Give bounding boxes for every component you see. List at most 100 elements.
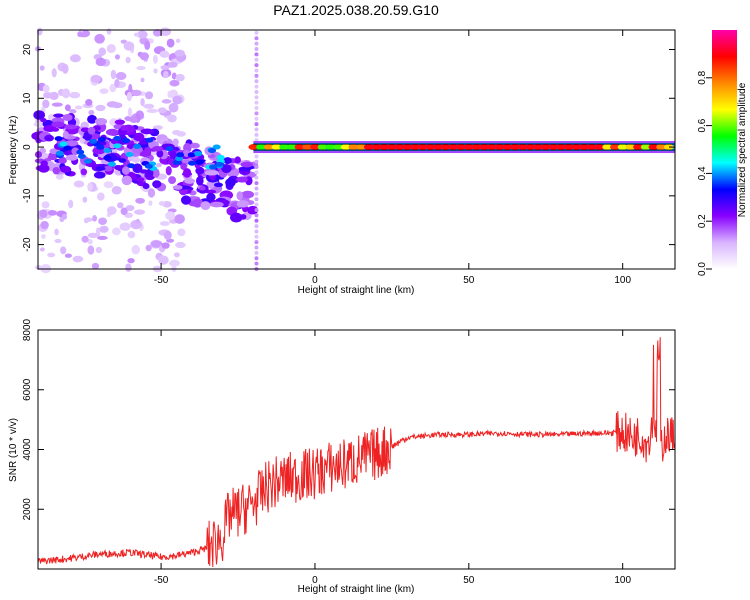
spectrogram-y-tick-label: 10 — [22, 92, 33, 104]
spectrogram-cell — [135, 218, 140, 224]
spectrogram-cell — [208, 164, 217, 170]
snr-x-tick-label: 100 — [614, 575, 631, 586]
spectrogram-cell — [97, 136, 106, 142]
spectrogram-cell — [72, 255, 84, 263]
spectrogram-cell — [122, 138, 131, 144]
colorbar: 0.0 0.2 0.4 0.6 0.8 Normalized spectral ampl… — [697, 30, 748, 276]
spectrogram-cell — [254, 30, 259, 35]
spectrogram-cell — [640, 144, 651, 151]
spectrogram-cell — [39, 247, 45, 252]
spectrogram-cell — [602, 144, 613, 151]
spectrogram-frame — [37, 29, 676, 270]
spectrogram-cell — [163, 70, 169, 79]
spectrogram-cell — [192, 198, 203, 208]
spectrogram-cell — [254, 250, 259, 255]
spectrogram-cell — [254, 68, 259, 73]
spectrogram-cell — [109, 83, 117, 93]
spectrogram-cell — [167, 61, 178, 68]
spectrogram-cell — [121, 166, 130, 175]
spectrogram-cell — [394, 144, 405, 151]
spectrogram-cell — [302, 144, 313, 151]
spectrogram-cell — [44, 134, 54, 142]
spectrogram-cell — [136, 30, 148, 39]
spectrogram-cell — [256, 144, 267, 151]
spectrogram-cell — [254, 191, 259, 196]
spectrogram-cell — [94, 118, 108, 126]
snr-y-tick-label: 4000 — [22, 438, 33, 461]
spectrogram-cell — [160, 65, 170, 70]
spectrogram-cell — [254, 41, 259, 46]
spectrogram-cell — [167, 114, 177, 123]
spectrogram-cell — [127, 163, 136, 169]
spectrogram-cell — [140, 128, 154, 135]
spectrogram-cell — [168, 176, 177, 185]
spectrogram-cell — [152, 29, 162, 37]
spectrogram-cell — [254, 197, 259, 202]
spectrogram-cell — [95, 166, 106, 171]
spectrogram-cell — [212, 144, 221, 150]
spectrogram-cell — [425, 144, 436, 151]
snr-y-tick-label: 2000 — [22, 498, 33, 521]
spectrogram-cell — [103, 147, 112, 153]
spectrogram-cell — [656, 144, 667, 151]
spectrogram-cell — [51, 127, 60, 132]
spectrogram-cell — [40, 220, 49, 230]
spectrogram-cell — [142, 182, 150, 190]
spectrogram-cell — [87, 114, 97, 124]
spectrogram-cell — [77, 31, 83, 38]
spectrogram-cell — [168, 102, 179, 113]
spectrogram-cell — [59, 141, 68, 147]
spectrogram-cell — [317, 144, 328, 151]
spectrogram-cell — [113, 143, 122, 149]
spectrogram-cell — [53, 113, 64, 118]
spectrogram-cell — [98, 47, 107, 56]
spectrogram-cell — [206, 193, 216, 202]
spectrogram-cell — [386, 144, 397, 151]
spectrogram-cell — [127, 107, 133, 118]
spectrogram-cell — [254, 116, 259, 121]
spectrogram-cell — [254, 165, 259, 170]
spectrogram-cell — [165, 211, 176, 221]
spectrogram-cell — [134, 209, 146, 215]
spectrogram-cell — [241, 190, 255, 199]
spectrogram-cell — [87, 126, 96, 135]
spectrogram-cell — [127, 257, 135, 264]
spectrogram-cell — [95, 57, 106, 67]
colorbar-label: Normalized spectral amplitude — [737, 82, 748, 217]
spectrogram-cell — [54, 238, 62, 244]
spectrogram-cell — [200, 201, 211, 211]
spectrogram-cell — [111, 186, 122, 195]
spectrogram-cell — [127, 230, 136, 239]
spectrogram-cell — [433, 144, 444, 151]
spectrogram-cell — [145, 137, 154, 143]
spectrogram-cell — [40, 160, 48, 167]
spectrogram-cell — [115, 72, 127, 81]
spectrogram-cell — [133, 32, 140, 37]
spectrogram-cell — [113, 165, 123, 171]
spectrogram-cell — [309, 144, 320, 151]
spectrogram-cell — [215, 161, 224, 167]
spectrogram-cell — [89, 138, 98, 144]
spectrogram-y-tick-label: -10 — [22, 188, 33, 203]
spectrogram-cell — [62, 213, 68, 220]
spectrogram-cell — [81, 235, 89, 243]
spectrogram-cell — [96, 192, 105, 201]
spectrogram-cell — [39, 65, 45, 71]
colorbar-tick-label: 0.8 — [697, 70, 708, 84]
spectrogram-cell — [172, 160, 181, 166]
spectrogram-cell — [248, 144, 259, 151]
spectrogram-cell — [548, 144, 559, 151]
spectrogram-cell — [133, 132, 145, 142]
spectrogram-cell — [502, 144, 513, 151]
spectrogram-heatmap — [31, 27, 675, 274]
spectrogram-cell — [402, 144, 413, 151]
snr-y-tick-label: 8000 — [22, 318, 33, 341]
spectrogram-cell — [60, 165, 71, 173]
spectrogram-y-tick-label: 20 — [22, 44, 33, 56]
spectrogram-cell — [103, 155, 112, 161]
spectrogram-cell — [153, 68, 158, 74]
spectrogram-cell — [247, 205, 259, 215]
spectrogram-cell — [213, 182, 223, 188]
spectrogram-cell — [88, 109, 95, 116]
spectrogram-cell — [240, 161, 253, 168]
